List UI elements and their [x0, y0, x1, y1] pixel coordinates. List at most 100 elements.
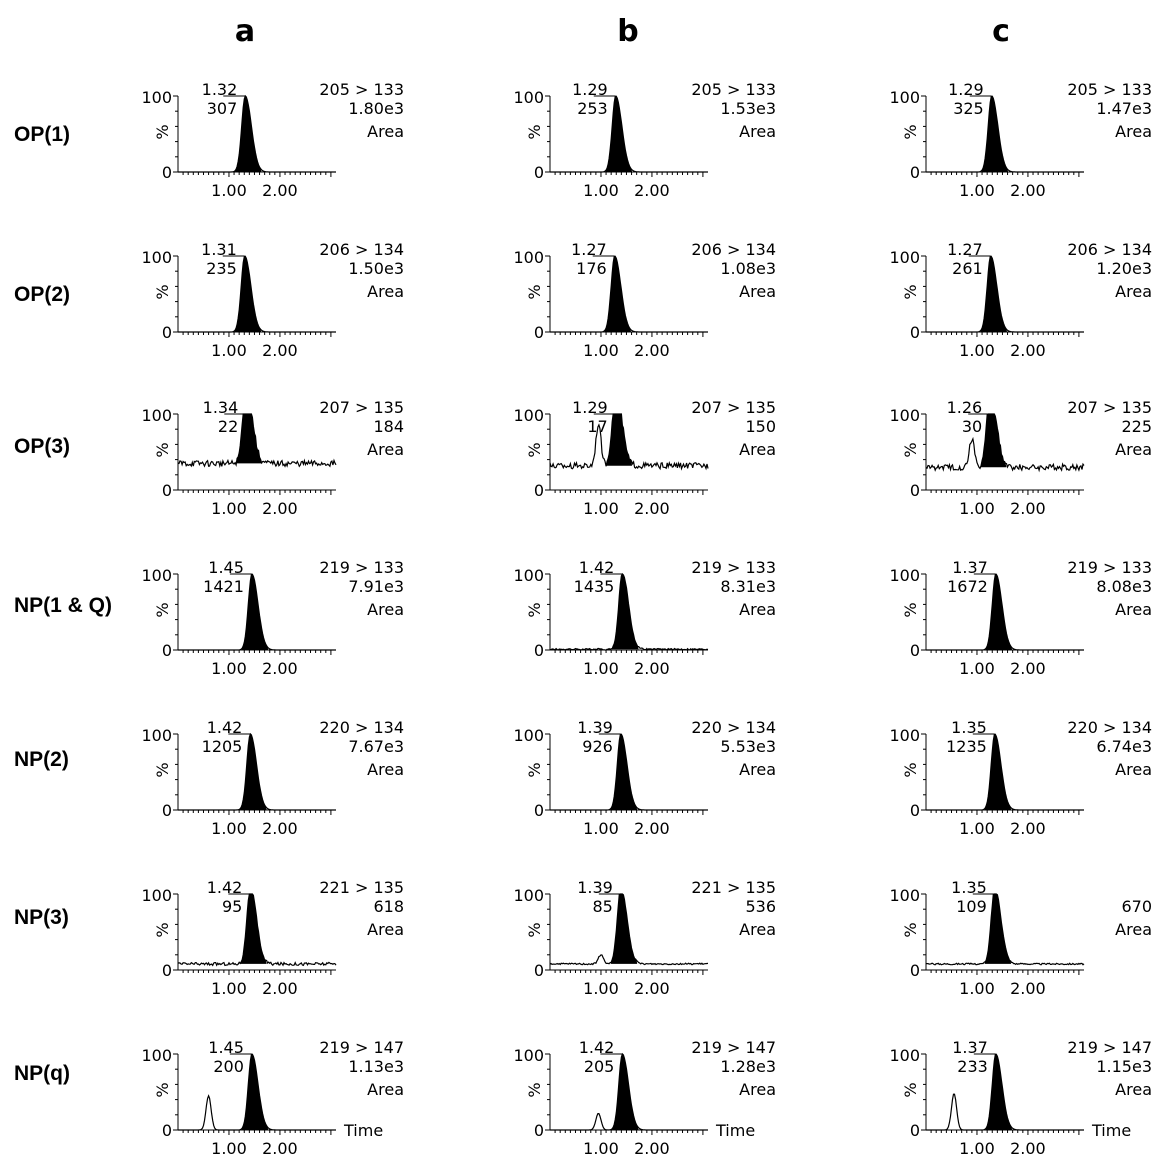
retention-time-label: 1.26 — [947, 398, 983, 417]
peak-height-label: 200 — [213, 1057, 244, 1076]
x-tick-label-1: 1.00 — [583, 341, 619, 360]
peak-height-label: 85 — [592, 897, 612, 916]
area-value: 1.80e3 — [348, 99, 404, 118]
x-tick-label-2: 2.00 — [1010, 1139, 1046, 1158]
y-tick-label-100: 100 — [889, 886, 920, 905]
y-tick-label-100: 100 — [141, 248, 172, 267]
y-tick-label-0: 0 — [534, 323, 544, 342]
column-header-a: a — [234, 14, 256, 49]
y-tick-label-100: 100 — [513, 886, 544, 905]
trace-line — [926, 255, 1084, 333]
transition-label: 219 > 133 — [1067, 558, 1152, 577]
area-value: 1.47e3 — [1096, 99, 1152, 118]
trace-line — [550, 1052, 708, 1131]
x-tick-label-2: 2.00 — [634, 979, 670, 998]
transition-label: 207 > 135 — [691, 398, 776, 417]
trace-line — [925, 413, 1085, 473]
x-tick-label-2: 2.00 — [262, 659, 298, 678]
y-tick-label-0: 0 — [534, 961, 544, 980]
x-tick-label-1: 1.00 — [583, 499, 619, 518]
peak-height-label: 17 — [587, 417, 607, 436]
area-label: Area — [1115, 282, 1152, 301]
y-tick-label-100: 100 — [889, 248, 920, 267]
y-tick-label-100: 100 — [141, 886, 172, 905]
area-value: 7.67e3 — [348, 737, 404, 756]
y-tick-label-0: 0 — [534, 481, 544, 500]
row-label-op2: OP(2) — [14, 283, 71, 306]
x-tick-label-2: 2.00 — [634, 819, 670, 838]
peak-height-label: 235 — [206, 259, 237, 278]
y-axis-unit: % — [525, 762, 544, 777]
area-value: 5.53e3 — [720, 737, 776, 756]
area-label: Area — [739, 440, 776, 459]
x-axis-label: Time — [1091, 1121, 1131, 1140]
trace-line — [178, 732, 336, 811]
area-label: Area — [739, 122, 776, 141]
peak-height-label: 1421 — [203, 577, 244, 596]
y-tick-label-100: 100 — [889, 1046, 920, 1065]
y-axis-unit: % — [153, 1082, 172, 1097]
row-label-npq: NP(q) — [14, 1062, 70, 1085]
area-value: 1.50e3 — [348, 259, 404, 278]
x-tick-label-2: 2.00 — [1010, 659, 1046, 678]
trace-line — [177, 893, 337, 967]
y-axis-unit: % — [525, 602, 544, 617]
area-label: Area — [739, 600, 776, 619]
area-value: 536 — [745, 897, 776, 916]
trace-line — [550, 255, 708, 333]
peak-height-label: 109 — [956, 897, 987, 916]
y-tick-label-0: 0 — [162, 163, 172, 182]
area-value: 1.20e3 — [1096, 259, 1152, 278]
y-tick-label-0: 0 — [910, 323, 920, 342]
y-tick-label-0: 0 — [162, 641, 172, 660]
area-value: 1.15e3 — [1096, 1057, 1152, 1076]
area-label: Area — [739, 760, 776, 779]
peak-height-label: 261 — [952, 259, 983, 278]
retention-time-label: 1.32 — [202, 80, 238, 99]
area-label: Area — [1115, 920, 1152, 939]
y-tick-label-100: 100 — [141, 1046, 172, 1065]
retention-time-label: 1.42 — [579, 558, 615, 577]
transition-label: 219 > 147 — [319, 1038, 404, 1057]
x-axis-label: Time — [343, 1121, 383, 1140]
trace-line — [926, 95, 1084, 173]
area-label: Area — [1115, 760, 1152, 779]
peak-area — [984, 894, 1012, 964]
x-tick-label-1: 1.00 — [959, 341, 995, 360]
x-tick-label-2: 2.00 — [634, 341, 670, 360]
x-tick-label-1: 1.00 — [959, 659, 995, 678]
row-label-np1q: NP(1 & Q) — [14, 594, 113, 617]
y-tick-label-100: 100 — [513, 88, 544, 107]
retention-time-label: 1.29 — [948, 80, 984, 99]
y-axis-unit: % — [153, 602, 172, 617]
retention-time-label: 1.45 — [208, 558, 244, 577]
transition-label: 206 > 134 — [1067, 240, 1152, 259]
x-tick-label-1: 1.00 — [211, 1139, 247, 1158]
transition-label: 207 > 135 — [1067, 398, 1152, 417]
retention-time-label: 1.27 — [947, 240, 983, 259]
y-tick-label-100: 100 — [513, 406, 544, 425]
transition-label: 220 > 134 — [691, 718, 776, 737]
transition-label: 219 > 147 — [1067, 1038, 1152, 1057]
x-tick-label-2: 2.00 — [634, 181, 670, 200]
area-value: 8.31e3 — [720, 577, 776, 596]
y-tick-label-0: 0 — [162, 801, 172, 820]
peak-area — [236, 414, 263, 465]
peak-height-label: 176 — [576, 259, 607, 278]
x-tick-label-2: 2.00 — [634, 499, 670, 518]
column-header-b: b — [617, 14, 639, 49]
peak-height-label: 233 — [957, 1057, 988, 1076]
y-tick-label-100: 100 — [141, 726, 172, 745]
y-tick-label-0: 0 — [910, 163, 920, 182]
y-axis-unit: % — [901, 762, 920, 777]
y-axis-unit: % — [901, 922, 920, 937]
trace-line — [550, 733, 708, 811]
x-tick-label-2: 2.00 — [262, 979, 298, 998]
row-label-np2: NP(2) — [14, 748, 69, 771]
